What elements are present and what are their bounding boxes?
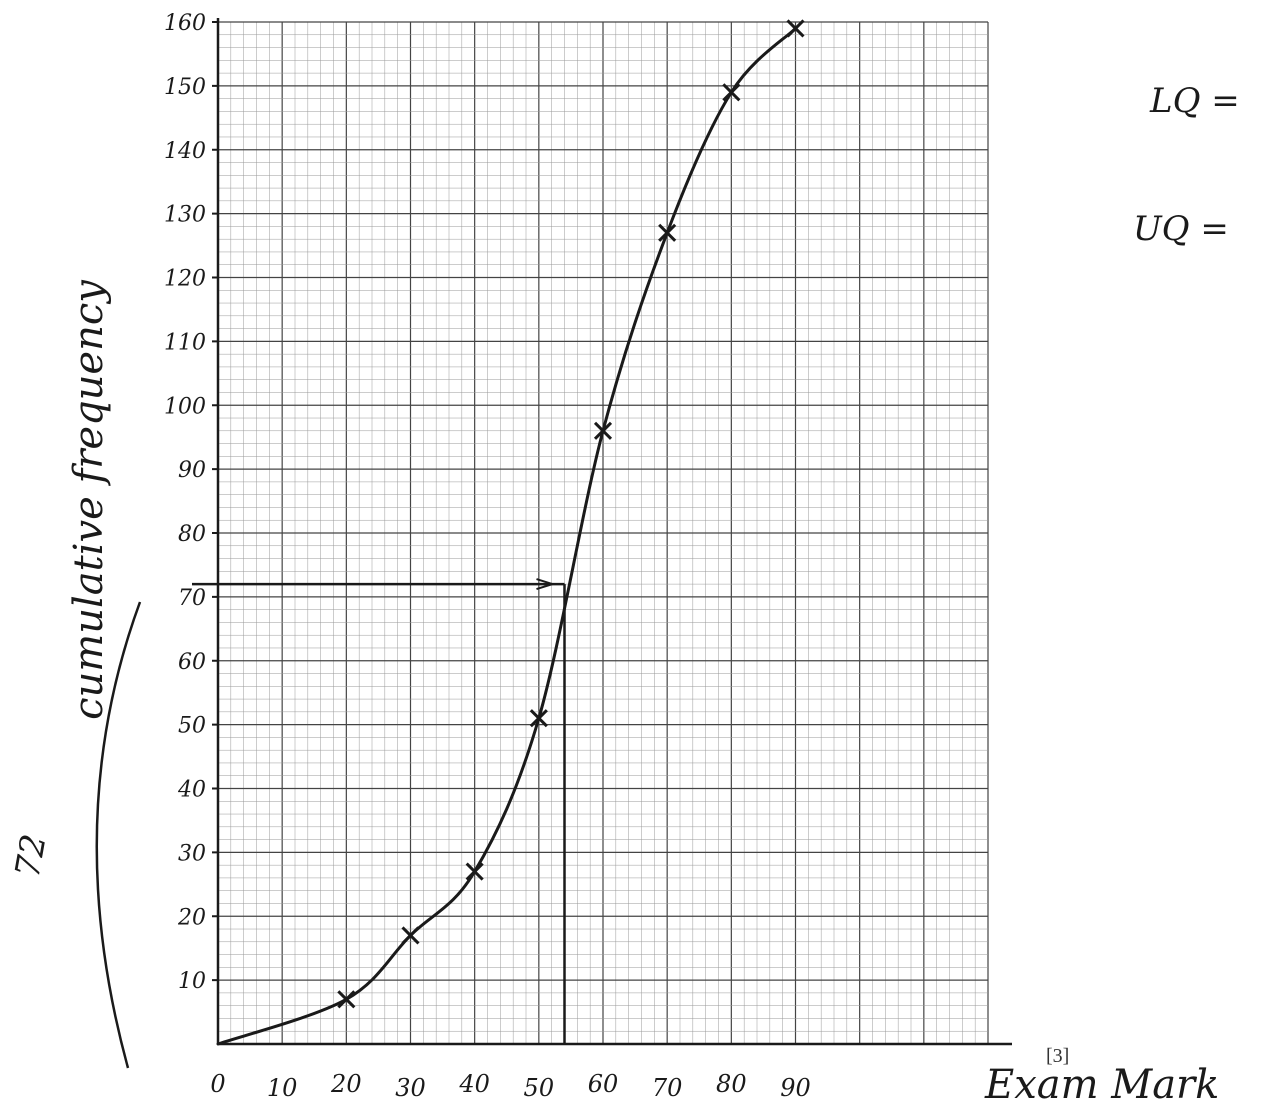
median-arrow [536, 578, 556, 591]
data-point [337, 990, 356, 1009]
y-tick-label: 140 [164, 139, 206, 164]
y-tick-label: 150 [164, 75, 206, 100]
x-tick-labels: 0 10 20 30 40 50 60 70 80 90 [210, 1070, 810, 1102]
median-guide-lines [192, 578, 566, 1044]
y-tick-label: 160 [164, 11, 206, 36]
x-tick-label: 60 [588, 1070, 619, 1098]
cross-stroke [722, 83, 741, 102]
x-tick-label: 80 [716, 1070, 747, 1098]
y-tick-label: 60 [178, 650, 206, 675]
y-tick-label: 100 [164, 394, 206, 419]
side-bracket [95, 601, 142, 1069]
cross-stroke [658, 223, 677, 242]
x-tick-label: 20 [330, 1070, 362, 1098]
x-tick-label: 70 [652, 1074, 683, 1102]
cross-stroke [529, 709, 548, 728]
y-tick-label: 80 [178, 522, 206, 547]
y-tick-label: 30 [178, 841, 206, 866]
y-axis-label: cumulative frequency [66, 279, 112, 720]
y-tick-label: 20 [177, 905, 206, 930]
y-tick-labels: 10 20 30 40 50 60 70 80 90 100 110 120 130 140 150 160 [164, 11, 218, 994]
ogive-line [216, 26, 797, 1046]
data-point [593, 421, 613, 440]
y-tick-label: 50 [178, 714, 206, 739]
data-point [658, 223, 677, 242]
x-tick-label: 90 [780, 1074, 811, 1102]
marks-label: [3] [1046, 1045, 1069, 1067]
y-tick-label: 70 [178, 586, 206, 611]
data-point [401, 926, 420, 945]
data-point [529, 709, 548, 728]
uq-note: UQ = [1133, 209, 1229, 249]
cross-stroke [337, 990, 356, 1009]
y-tick-label: 40 [177, 778, 206, 803]
data-point [722, 83, 741, 102]
data-points [337, 19, 805, 1009]
x-tick-label: 50 [524, 1074, 555, 1102]
x-axis-label: Exam Mark [984, 1062, 1219, 1106]
y-tick-label: 110 [164, 330, 206, 355]
data-point [786, 19, 805, 38]
cross-stroke [465, 862, 484, 881]
axes [216, 18, 1012, 1046]
y-tick-label: 130 [164, 203, 206, 228]
y-tick-label: 90 [178, 458, 206, 483]
graph-paper-grid [217, 21, 989, 1045]
y-tick-label: 120 [164, 267, 206, 292]
x-tick-label: 30 [395, 1074, 426, 1102]
x-tick-label: 10 [267, 1074, 298, 1102]
side-value: 72 [8, 831, 55, 881]
lq-note: LQ = [1149, 81, 1240, 121]
ogive-curve [216, 26, 797, 1046]
x-tick-label: 40 [458, 1070, 490, 1098]
data-point [465, 862, 484, 881]
cross-stroke [593, 421, 613, 440]
x-tick-label: 0 [210, 1070, 225, 1098]
cross-stroke [401, 926, 420, 945]
y-tick-label: 10 [178, 969, 206, 994]
cross-stroke [786, 19, 805, 38]
